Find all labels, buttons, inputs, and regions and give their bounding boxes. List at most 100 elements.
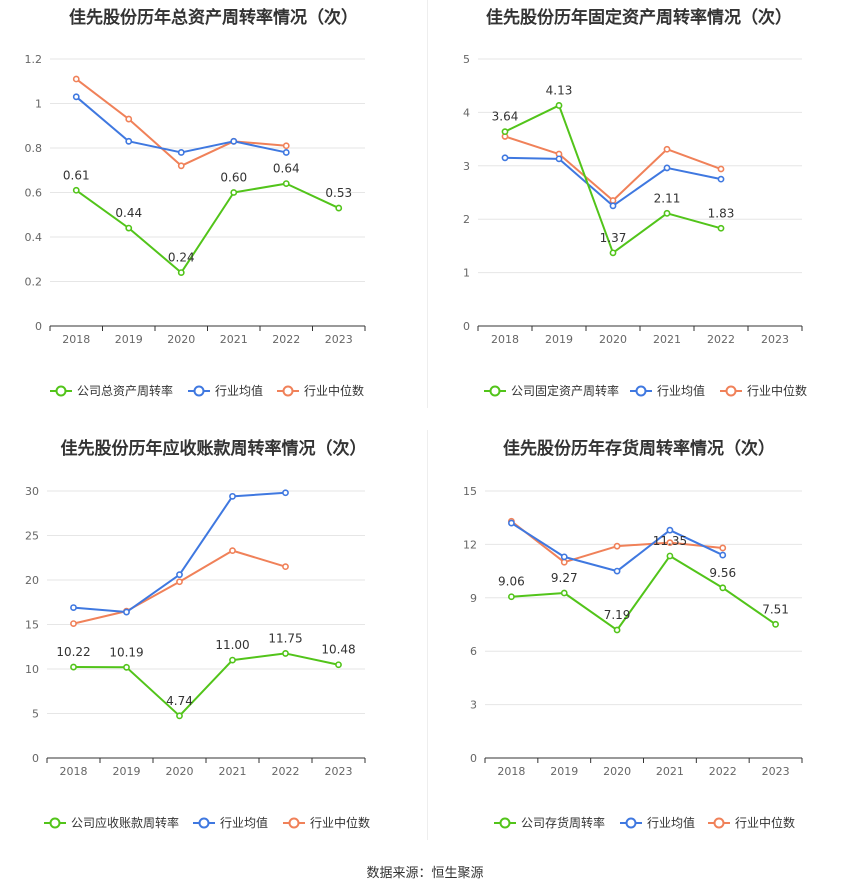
data-point bbox=[282, 180, 290, 187]
data-source-note: 数据来源：恒生聚源 bbox=[366, 866, 484, 881]
data-label: 0.60 bbox=[220, 171, 247, 185]
x-tick-label: 2019 bbox=[113, 765, 141, 778]
x-tick-label: 2019 bbox=[115, 333, 143, 346]
x-tick-label: 2020 bbox=[166, 765, 194, 778]
y-tick-label: 0 bbox=[35, 320, 42, 333]
data-point bbox=[663, 209, 671, 217]
y-tick-label: 3 bbox=[463, 160, 470, 173]
series-line bbox=[73, 652, 339, 717]
data-point bbox=[230, 137, 238, 145]
data-point bbox=[335, 661, 342, 669]
data-point bbox=[501, 128, 509, 136]
chart-panel-inventory: 佳先股份历年存货周转率情况（次） 0 3 6 9 12 15 2018 2019 2020 202… bbox=[428, 428, 850, 848]
legend-marker-dot bbox=[635, 385, 647, 397]
series-line bbox=[511, 554, 777, 632]
x-tick-label: 2021 bbox=[219, 765, 247, 778]
legend-label: 行业中位数 bbox=[735, 815, 795, 830]
x-tick-label: 2019 bbox=[550, 765, 578, 778]
y-tick-label: 12 bbox=[463, 538, 477, 551]
data-point bbox=[70, 663, 77, 671]
data-point bbox=[335, 204, 343, 212]
data-label: 1.83 bbox=[708, 206, 735, 220]
legend-label: 公司总资产周转率 bbox=[77, 383, 173, 398]
x-tick-label: 2022 bbox=[709, 765, 737, 778]
legend-marker-dot bbox=[282, 385, 294, 397]
x-tick-label: 2018 bbox=[60, 765, 88, 778]
y-tick-label: 25 bbox=[25, 530, 39, 543]
data-label: 0.61 bbox=[63, 168, 90, 182]
legend-marker-dot bbox=[193, 385, 205, 397]
legend-label: 公司存货周转率 bbox=[521, 815, 605, 830]
series-line bbox=[73, 549, 286, 625]
data-point bbox=[508, 593, 515, 601]
data-point bbox=[230, 189, 238, 196]
x-tick-label: 2018 bbox=[491, 333, 519, 346]
data-label: 9.27 bbox=[551, 571, 578, 585]
y-tick-label: 1 bbox=[463, 267, 470, 280]
data-point bbox=[719, 584, 727, 592]
panel-divider bbox=[427, 0, 428, 408]
data-point bbox=[772, 620, 779, 628]
data-label: 0.53 bbox=[325, 186, 352, 200]
y-tick-label: 0.2 bbox=[25, 276, 43, 289]
data-point bbox=[663, 164, 671, 172]
y-tick-label: 20 bbox=[25, 574, 39, 587]
y-tick-label: 0 bbox=[463, 320, 470, 333]
data-point bbox=[609, 197, 617, 204]
data-point bbox=[282, 142, 290, 150]
data-point bbox=[666, 526, 674, 534]
data-point bbox=[609, 202, 617, 210]
legend-marker-dot bbox=[725, 385, 737, 397]
data-point bbox=[613, 542, 621, 550]
data-point bbox=[613, 626, 621, 634]
data-point bbox=[229, 547, 236, 555]
series-line bbox=[504, 135, 722, 202]
y-tick-label: 0 bbox=[32, 752, 39, 765]
data-point bbox=[717, 175, 725, 183]
legend-label: 行业中位数 bbox=[310, 815, 370, 830]
data-point bbox=[282, 650, 289, 657]
data-label: 4.74 bbox=[166, 694, 193, 708]
data-point bbox=[666, 552, 674, 560]
chart-title: 佳先股份历年应收账款周转率情况（次） bbox=[60, 439, 367, 459]
y-tick-label: 2 bbox=[463, 213, 470, 226]
legend-label: 公司应收账款周转率 bbox=[71, 815, 179, 830]
x-tick-label: 2021 bbox=[653, 333, 681, 346]
data-point bbox=[177, 269, 185, 276]
x-tick-label: 2023 bbox=[761, 333, 789, 346]
data-label: 7.19 bbox=[604, 608, 631, 622]
x-tick-label: 2021 bbox=[220, 333, 248, 346]
y-tick-label: 10 bbox=[25, 663, 39, 676]
data-point bbox=[282, 489, 289, 497]
data-point bbox=[177, 162, 185, 170]
data-label: 2.11 bbox=[654, 191, 681, 205]
legend-marker-dot bbox=[49, 817, 61, 829]
chart-receivables-turnover: 0 5 10 15 20 25 30 2018 2019 2020 2021 2022 2023 10.2… bbox=[25, 485, 370, 830]
y-tick-label: 4 bbox=[463, 106, 470, 119]
data-label: 10.48 bbox=[321, 643, 355, 657]
legend-label: 行业中位数 bbox=[747, 383, 807, 398]
data-point bbox=[282, 563, 289, 571]
data-point bbox=[176, 578, 183, 586]
y-tick-label: 9 bbox=[470, 592, 477, 605]
data-point bbox=[609, 249, 617, 257]
data-point bbox=[70, 604, 77, 611]
series-line bbox=[510, 520, 723, 564]
data-point bbox=[508, 519, 515, 527]
data-point bbox=[125, 115, 133, 123]
y-tick-label: 0.8 bbox=[25, 142, 43, 155]
x-tick-label: 2023 bbox=[325, 765, 353, 778]
data-label: 0.44 bbox=[115, 206, 142, 220]
data-point bbox=[125, 224, 133, 232]
y-tick-label: 15 bbox=[463, 485, 477, 498]
data-point bbox=[123, 663, 130, 671]
data-label: 0.64 bbox=[273, 162, 300, 176]
data-label: 11.35 bbox=[653, 534, 687, 548]
x-tick-label: 2020 bbox=[603, 765, 631, 778]
data-point bbox=[229, 656, 236, 664]
data-label: 10.22 bbox=[56, 645, 90, 659]
data-point bbox=[176, 571, 183, 579]
legend-marker-dot bbox=[198, 817, 210, 829]
series-line bbox=[73, 491, 286, 614]
x-tick-label: 2023 bbox=[762, 765, 790, 778]
